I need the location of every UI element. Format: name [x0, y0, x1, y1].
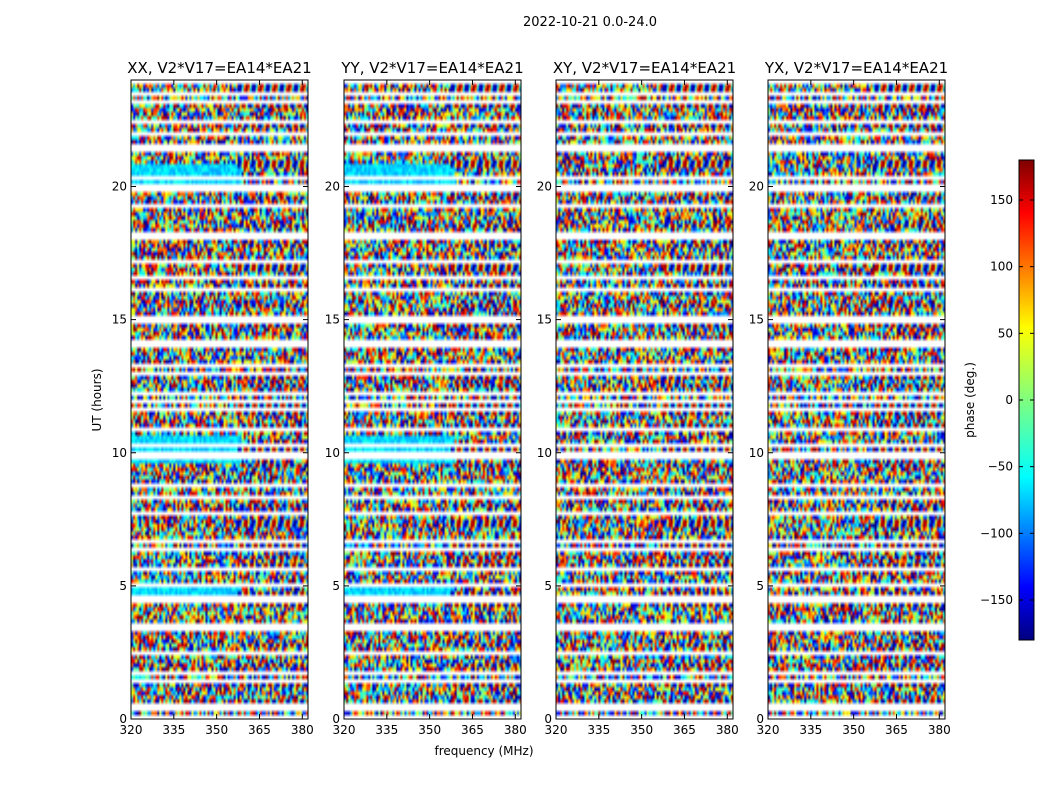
- y-tick-label: 5: [544, 579, 552, 593]
- panel-2-heatmap: [344, 80, 521, 719]
- y-tick-label: 20: [112, 180, 127, 194]
- colorbar-tick-label: 150: [990, 193, 1013, 207]
- panel-1-title: XX, V2*V17=EA14*EA21: [127, 59, 311, 77]
- y-tick-label: 5: [119, 579, 127, 593]
- y-tick-label: 15: [325, 313, 340, 327]
- colorbar-tick-label: −100: [980, 526, 1013, 540]
- colorbar-tick-label: 100: [990, 260, 1013, 274]
- panel-1-frame: [130, 79, 309, 720]
- y-tick-label: 0: [119, 712, 127, 726]
- panel-3-heatmap: [556, 80, 733, 719]
- colorbar-label: phase (deg.): [963, 362, 977, 438]
- panel-2-frame: [343, 79, 522, 720]
- y-tick-label: 15: [749, 313, 764, 327]
- panel-4-frame: [767, 79, 946, 720]
- colorbar: 150 100 50 0 −50 −100 −150: [980, 159, 1035, 641]
- x-tick-label: 320: [757, 723, 780, 737]
- x-tick-label: 350: [418, 723, 441, 737]
- colorbar-tick-label: 0: [1005, 393, 1013, 407]
- panel-1: XX, V2*V17=EA14*EA21 320 335 350 365 380 0 5 10 1…: [112, 59, 314, 737]
- y-tick-label: 0: [544, 712, 552, 726]
- panel-4: YX, V2*V17=EA14*EA21 320 335 350 365 380 0 5 10 1…: [749, 59, 951, 737]
- y-tick-label: 20: [325, 180, 340, 194]
- panel-3-frame: [555, 79, 734, 720]
- x-tick-label: 350: [630, 723, 653, 737]
- x-tick-label: 320: [120, 723, 143, 737]
- colorbar-tick-label: 50: [998, 326, 1013, 340]
- x-tick-label: 380: [928, 723, 951, 737]
- x-axis-label: frequency (MHz): [434, 744, 533, 758]
- y-tick-label: 5: [332, 579, 340, 593]
- x-tick-label: 380: [291, 723, 314, 737]
- x-tick-label: 365: [248, 723, 271, 737]
- y-tick-label: 10: [749, 446, 764, 460]
- panel-1-heatmap: [131, 80, 308, 719]
- y-tick-label: 10: [537, 446, 552, 460]
- x-tick-label: 335: [799, 723, 822, 737]
- x-tick-label: 365: [673, 723, 696, 737]
- panel-4-heatmap: [768, 80, 945, 719]
- y-tick-label: 0: [756, 712, 764, 726]
- x-tick-label: 365: [885, 723, 908, 737]
- colorbar-tick-label: −50: [988, 460, 1013, 474]
- x-tick-label: 320: [333, 723, 356, 737]
- x-tick-label: 320: [545, 723, 568, 737]
- panel-2-title: YY, V2*V17=EA14*EA21: [340, 59, 523, 77]
- x-tick-label: 335: [162, 723, 185, 737]
- x-tick-label: 350: [842, 723, 865, 737]
- x-tick-label: 335: [375, 723, 398, 737]
- y-tick-label: 10: [325, 446, 340, 460]
- y-tick-label: 0: [332, 712, 340, 726]
- x-tick-label: 335: [587, 723, 610, 737]
- y-tick-label: 20: [749, 180, 764, 194]
- colorbar-tick-label: −150: [980, 593, 1013, 607]
- y-tick-label: 5: [756, 579, 764, 593]
- y-tick-label: 15: [112, 313, 127, 327]
- figure-title: 2022-10-21 0.0-24.0: [523, 15, 657, 30]
- panel-3-title: XY, V2*V17=EA14*EA21: [553, 59, 736, 77]
- y-tick-label: 20: [537, 180, 552, 194]
- x-tick-label: 350: [205, 723, 228, 737]
- y-tick-label: 10: [112, 446, 127, 460]
- x-tick-label: 380: [504, 723, 527, 737]
- panel-3: XY, V2*V17=EA14*EA21 320 335 350 365 380 0 5 10 1…: [537, 59, 739, 737]
- panels-group: XX, V2*V17=EA14*EA21 320 335 350 365 380 0 5 10 1…: [112, 59, 951, 737]
- y-tick-label: 15: [537, 313, 552, 327]
- y-axis-label: UT (hours): [90, 368, 104, 431]
- x-tick-label: 380: [716, 723, 739, 737]
- panel-4-title: YX, V2*V17=EA14*EA21: [764, 59, 948, 77]
- panel-2: YY, V2*V17=EA14*EA21 320 335 350 365 380 0 5 10 1…: [325, 59, 527, 737]
- x-tick-label: 365: [461, 723, 484, 737]
